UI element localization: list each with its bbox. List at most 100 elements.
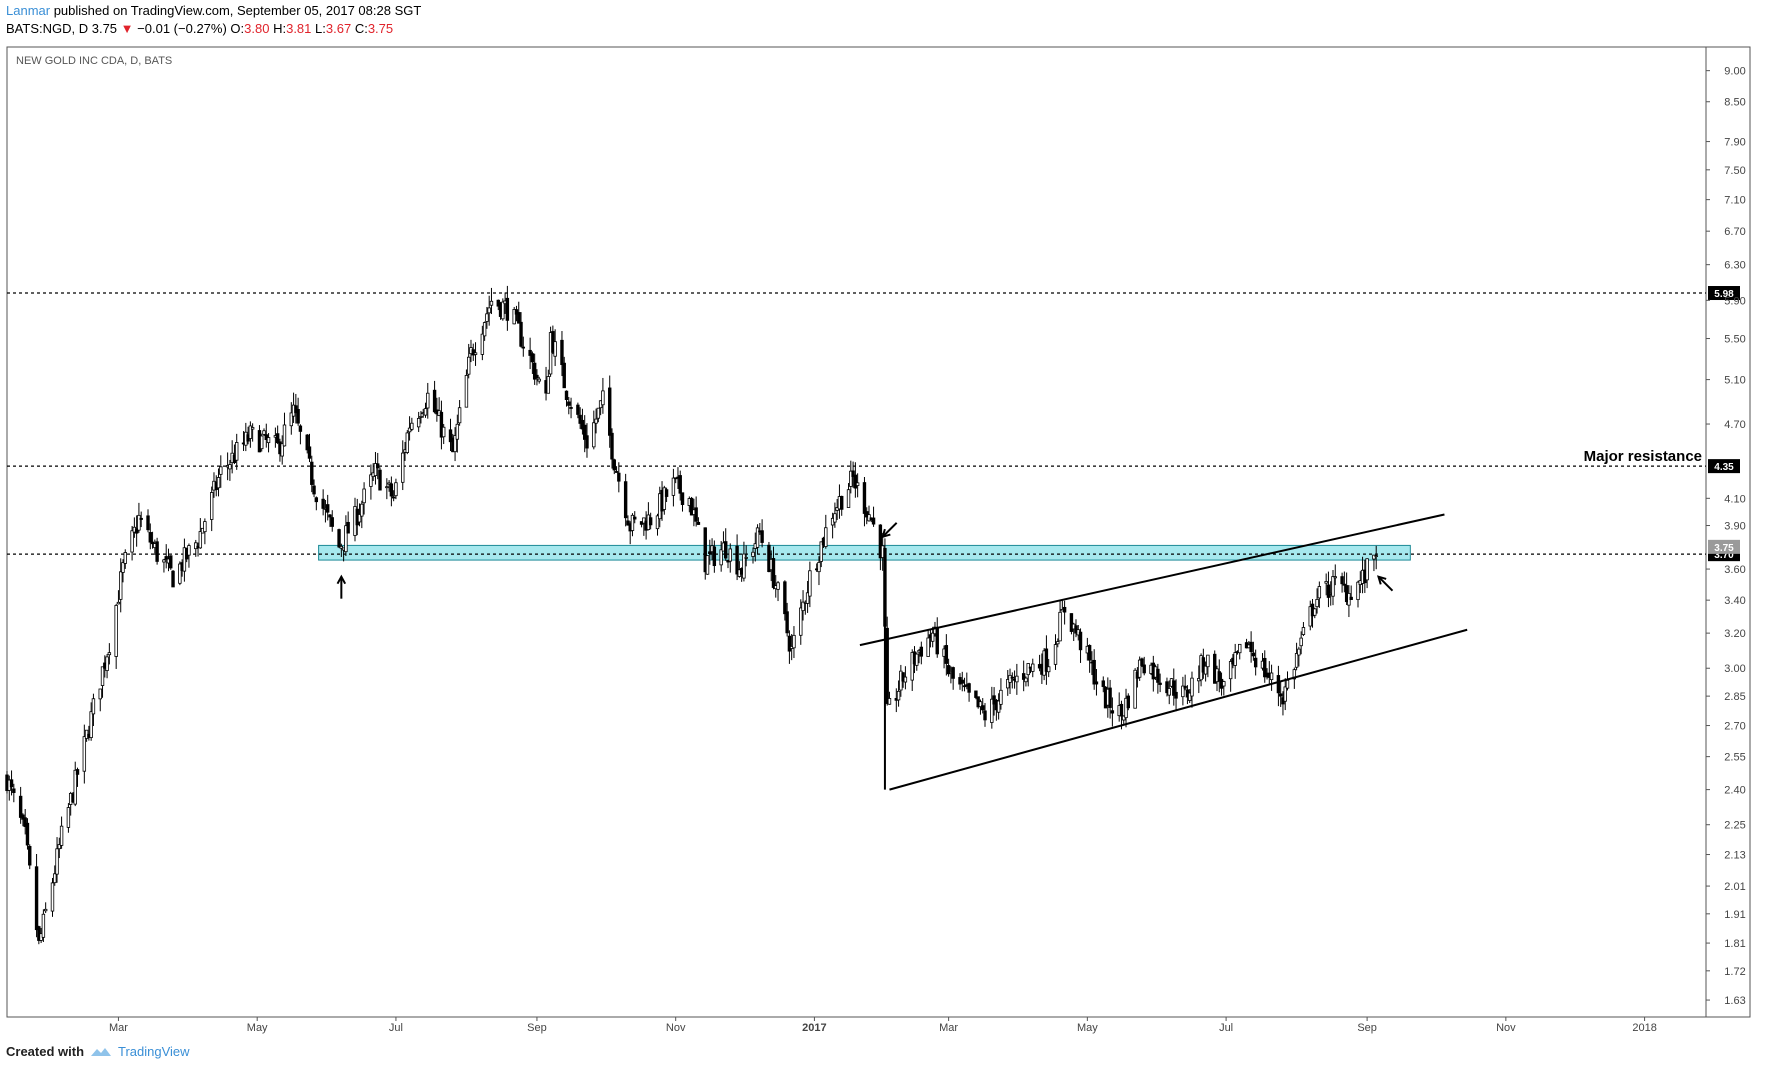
candle-body — [116, 601, 121, 605]
candle-body — [439, 411, 444, 438]
candle-body — [305, 434, 309, 451]
candle-body — [712, 546, 717, 567]
arrow-head — [1377, 575, 1387, 585]
candle-body — [280, 443, 284, 457]
candle-body — [817, 562, 821, 573]
candle-body — [851, 470, 855, 477]
candle-body — [824, 527, 828, 547]
time-axis[interactable]: Mar May Jul Sep Nov 2017 Mar May Jul Sep Nov 2018 — [109, 1017, 1657, 1034]
candle-body — [155, 541, 159, 562]
candle-body — [1078, 631, 1083, 651]
candle-body — [482, 322, 487, 337]
candle-body — [946, 665, 951, 675]
candle-body — [935, 627, 939, 655]
candle-body — [139, 517, 143, 520]
y-tick-label: 2.55 — [1724, 752, 1745, 764]
candle-body — [840, 495, 844, 510]
candle-body — [419, 416, 423, 418]
candle-body — [719, 549, 723, 566]
candle-body — [1301, 627, 1306, 635]
candle-body — [480, 333, 485, 355]
candle-body — [114, 605, 118, 657]
price-change: −0.01 (−0.27%) — [137, 21, 227, 36]
candle-body — [489, 300, 494, 306]
y-tick-label: 8.50 — [1724, 97, 1745, 109]
y-tick-label: 2.13 — [1724, 850, 1745, 862]
candle-body — [787, 635, 792, 652]
candle-body — [203, 521, 207, 533]
candle-body — [1278, 693, 1283, 697]
candle-body — [182, 547, 187, 572]
candle-body — [1137, 659, 1142, 678]
candle-body — [678, 475, 682, 494]
candle-body — [915, 653, 919, 666]
candle-body — [298, 425, 303, 432]
candle-body — [328, 514, 332, 518]
plot-border — [6, 46, 1751, 1018]
candle-body — [100, 666, 105, 686]
candle-body — [330, 517, 334, 527]
candle-body — [134, 528, 139, 534]
candle-body — [501, 301, 505, 320]
candle-body — [535, 374, 539, 379]
chart-frame — [6, 46, 1751, 1018]
author-link[interactable]: Lanmar — [6, 3, 51, 18]
y-tick-label: 2.40 — [1724, 785, 1745, 797]
candle-body — [59, 825, 64, 846]
candle-body — [1087, 645, 1092, 661]
candle-body — [346, 521, 350, 534]
candle-body — [130, 530, 134, 553]
y-tick-label: 3.00 — [1724, 663, 1745, 675]
candle-body — [1283, 686, 1287, 702]
candle-body — [1021, 673, 1026, 680]
candle-body — [1133, 669, 1137, 709]
candle-body — [512, 309, 516, 325]
candle-body — [416, 417, 421, 428]
candle-body — [1228, 661, 1233, 680]
candle-body — [266, 437, 271, 444]
candle-body — [626, 520, 630, 526]
candle-body — [896, 690, 901, 701]
candle-body — [360, 503, 364, 517]
y-tick-label: 2.70 — [1724, 721, 1745, 733]
candle-body — [1158, 682, 1162, 685]
candle-body — [1203, 665, 1208, 675]
candle-body — [517, 312, 521, 324]
candle-body — [1299, 637, 1303, 647]
candle-body — [1238, 643, 1242, 654]
candle-body — [169, 555, 173, 569]
candle-body — [410, 422, 414, 430]
x-tick-label: Mar — [109, 1022, 128, 1034]
price-axis[interactable]: 9.00 8.50 7.90 7.50 7.10 6.70 6.30 5.90 5.50 5.10… — [1706, 66, 1746, 1007]
arrow-shaft — [1377, 575, 1394, 592]
candle-body — [862, 482, 867, 514]
y-tick-label: 6.70 — [1724, 226, 1745, 238]
candle-body — [664, 489, 669, 497]
candle-body — [1181, 685, 1185, 698]
candle-body — [601, 390, 605, 406]
candle-body — [187, 545, 191, 556]
candle-body — [75, 769, 80, 775]
candle-body — [1222, 681, 1226, 687]
candle-body — [282, 424, 287, 447]
y-tick-label: 9.00 — [1724, 66, 1745, 78]
candle-body — [362, 488, 366, 504]
candle-body — [66, 807, 71, 828]
candle-body — [560, 339, 564, 366]
tradingview-brand-link[interactable]: TradingView — [118, 1044, 190, 1059]
x-tick-label: Sep — [1357, 1022, 1377, 1034]
candle-body — [846, 489, 851, 508]
candle-body — [1294, 653, 1299, 668]
candle-body — [1046, 666, 1051, 673]
y-tick-label: 3.60 — [1724, 564, 1745, 576]
candle-body — [614, 471, 619, 473]
candle-body — [473, 352, 478, 355]
support-zone — [318, 544, 1411, 561]
low-label: L: — [315, 21, 326, 36]
y-tick-label: 1.81 — [1724, 938, 1745, 950]
candle-body — [728, 548, 732, 562]
candle-body — [530, 353, 535, 363]
candle-body — [505, 297, 510, 321]
publish-header: Lanmar published on TradingView.com, Sep… — [6, 2, 421, 20]
